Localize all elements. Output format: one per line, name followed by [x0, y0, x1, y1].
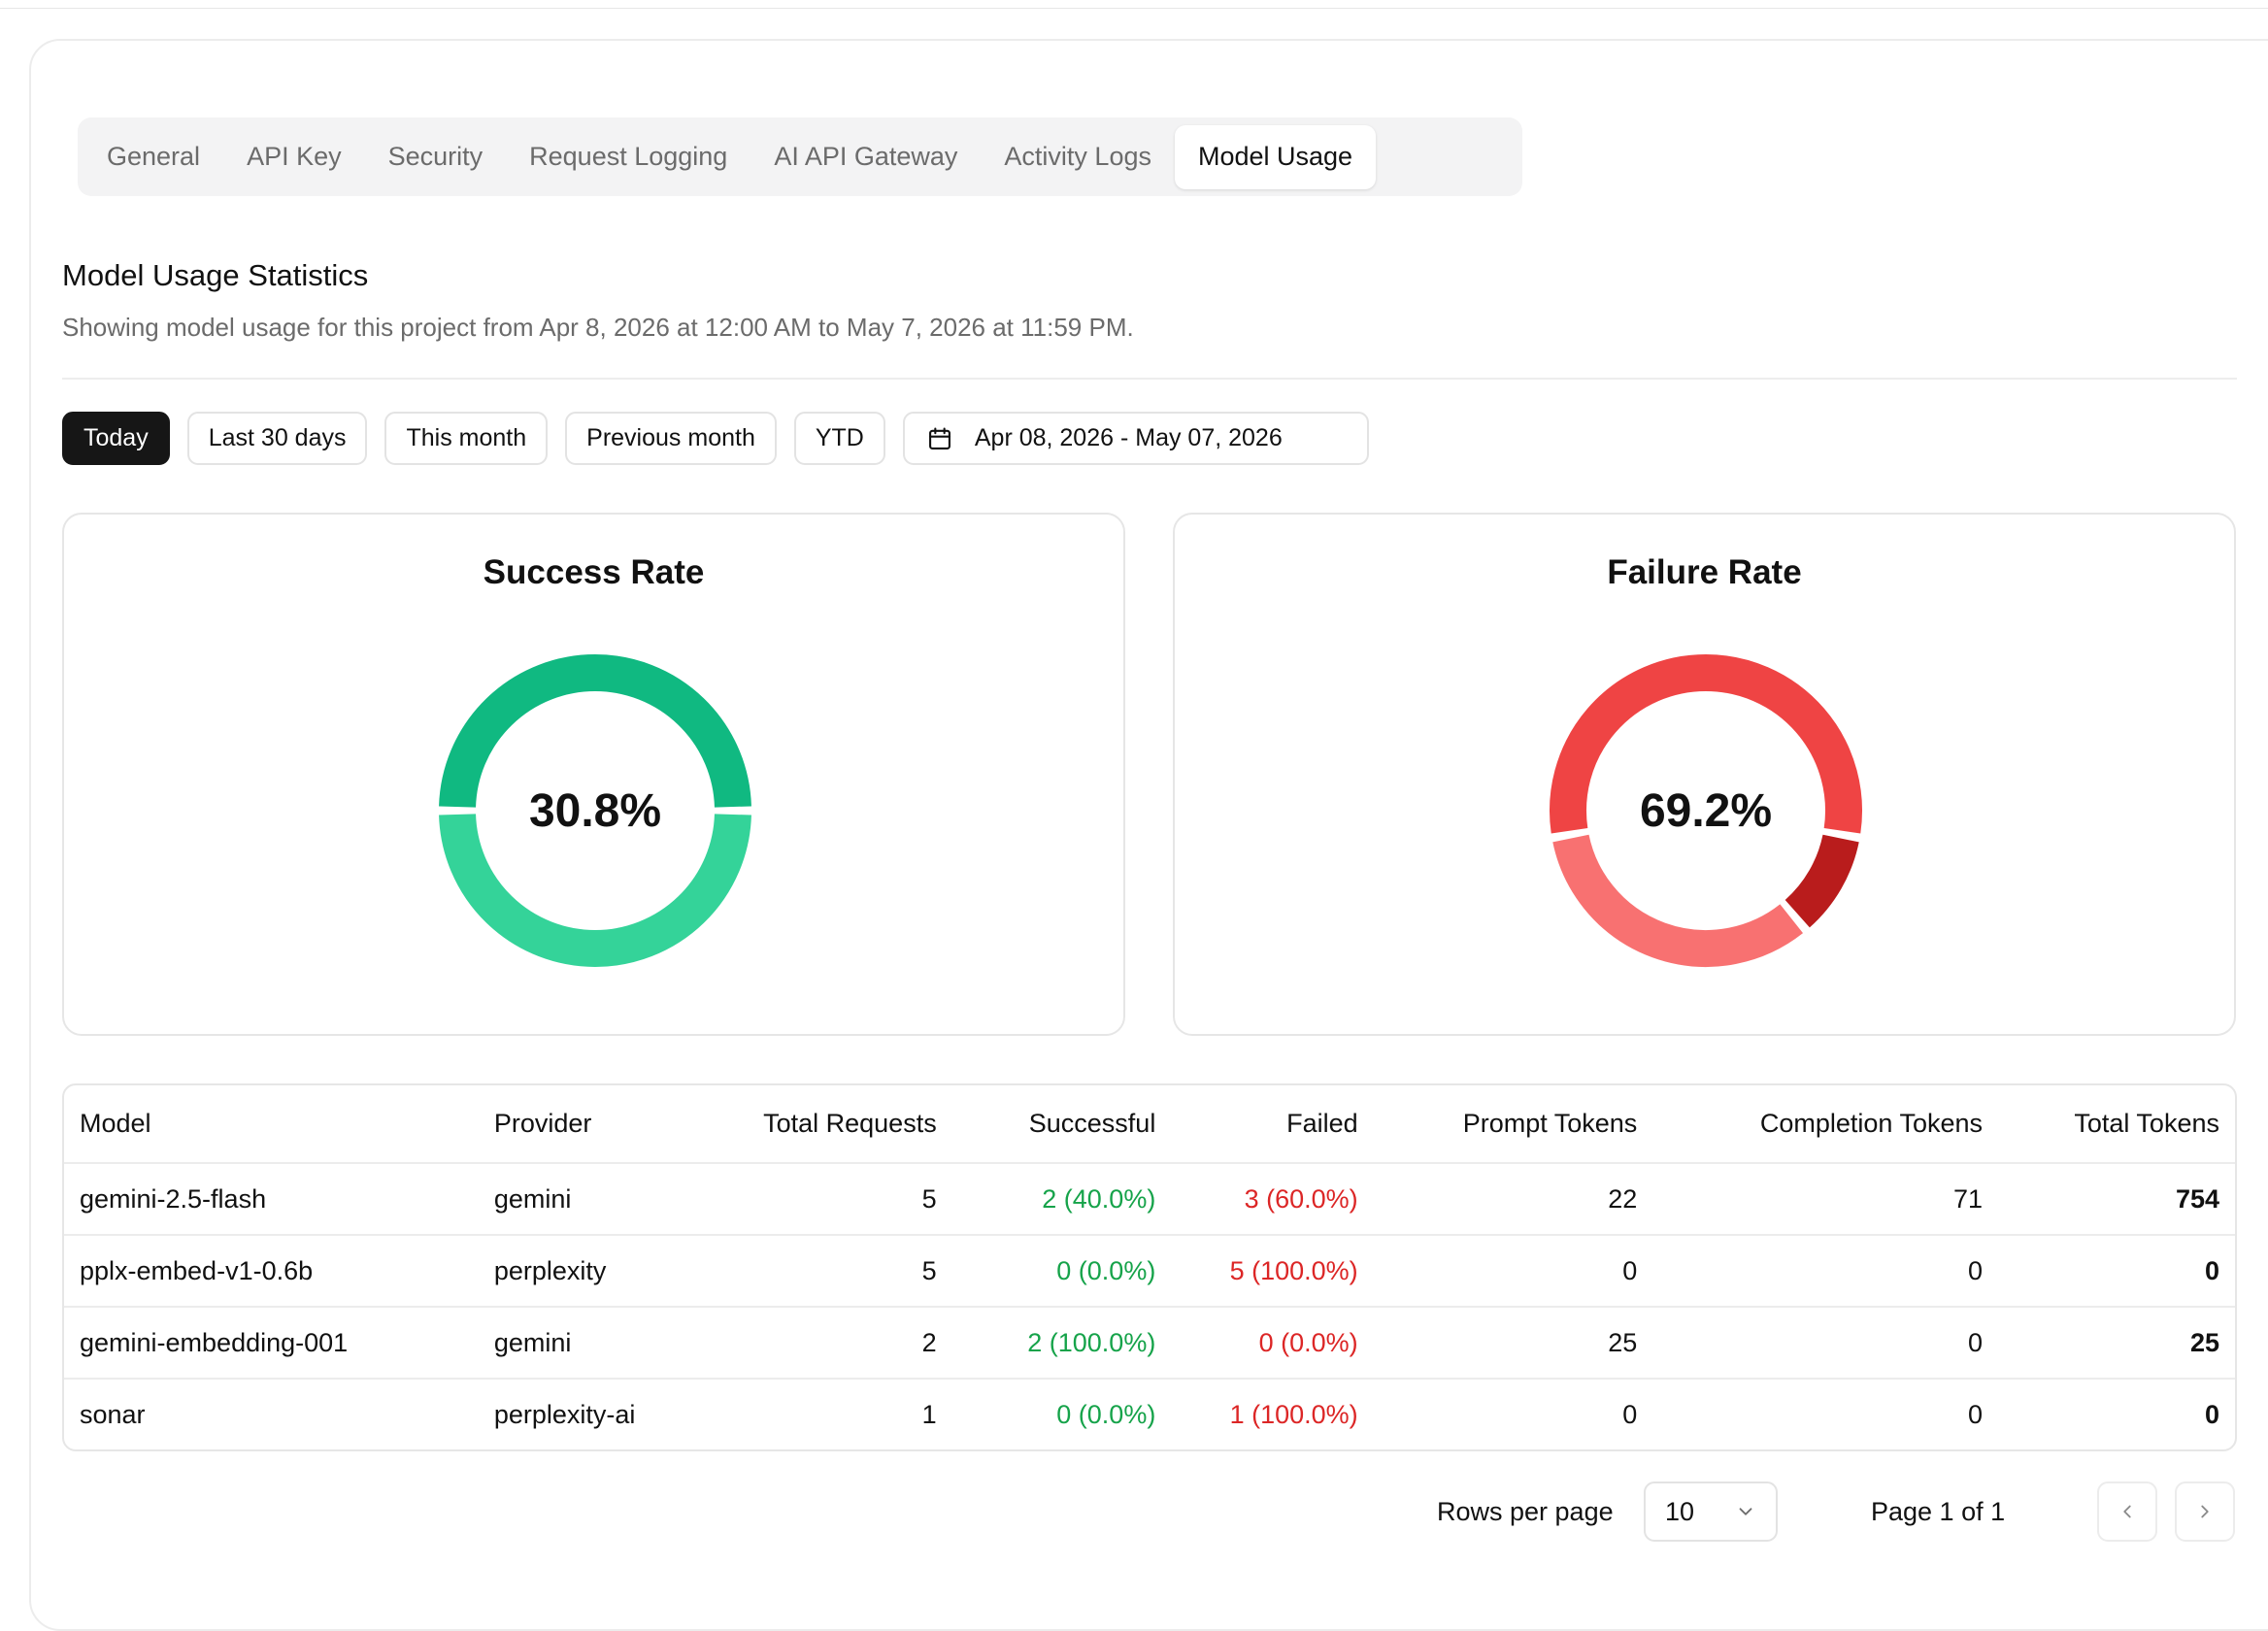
cell-total-requests: 5 — [715, 1234, 952, 1307]
model-usage-table: Model Provider Total Requests Successful… — [62, 1083, 2237, 1451]
tab-model-usage[interactable]: Model Usage — [1174, 124, 1377, 189]
filter-ytd-button[interactable]: YTD — [793, 412, 885, 465]
col-prompt-tokens[interactable]: Prompt Tokens — [1462, 1109, 1638, 1138]
page-title: Model Usage Statistics — [62, 258, 369, 292]
cell-failed: 0 (0.0%) — [1171, 1306, 1374, 1379]
rows-per-page-value: 10 — [1665, 1496, 1695, 1526]
donut-slice-gemini-2.5-flash[interactable] — [1552, 834, 1803, 967]
failure-rate-donut — [1550, 654, 1862, 967]
donut-slice-gemini-2.5-flash[interactable] — [439, 654, 751, 808]
filter-last-30-days-button[interactable]: Last 30 days — [186, 412, 368, 465]
cell-successful: 0 (0.0%) — [951, 1378, 1172, 1449]
table-row: gemini-2.5-flash gemini 5 2 (40.0%) 3 (6… — [64, 1162, 2235, 1235]
cell-successful: 0 (0.0%) — [951, 1234, 1172, 1307]
top-divider — [0, 8, 2268, 9]
tab-security[interactable]: Security — [387, 142, 484, 171]
pagination: Rows per page 10 Page 1 of 1 — [62, 1481, 2237, 1542]
filter-previous-month-button[interactable]: Previous month — [565, 412, 777, 465]
tab-ai-api-gateway[interactable]: AI API Gateway — [774, 142, 958, 171]
cell-total-requests: 2 — [715, 1306, 952, 1379]
col-total-tokens[interactable]: Total Tokens — [2074, 1109, 2219, 1138]
tab-request-logging[interactable]: Request Logging — [529, 142, 728, 171]
col-model[interactable]: Model — [80, 1109, 151, 1138]
rows-per-page-label: Rows per page — [1437, 1497, 1614, 1526]
cell-model: sonar — [64, 1378, 479, 1449]
success-rate-title: Success Rate — [483, 553, 705, 591]
cell-prompt-tokens: 0 — [1373, 1234, 1653, 1307]
tab-api-key[interactable]: API Key — [247, 142, 342, 171]
section-divider — [62, 378, 2237, 380]
cell-failed: 3 (60.0%) — [1171, 1162, 1374, 1235]
col-total-requests[interactable]: Total Requests — [763, 1109, 937, 1138]
col-failed[interactable]: Failed — [1286, 1109, 1358, 1138]
calendar-icon — [928, 426, 951, 449]
table-row: pplx-embed-v1-0.6b perplexity 5 0 (0.0%)… — [64, 1234, 2235, 1307]
chevron-down-icon — [1739, 1508, 1752, 1515]
cell-provider: perplexity — [478, 1234, 716, 1307]
rows-per-page-select[interactable]: 10 — [1644, 1481, 1778, 1542]
chevron-left-icon — [2123, 1505, 2131, 1518]
previous-page-button[interactable] — [2097, 1481, 2157, 1542]
cell-total-tokens: 754 — [1998, 1162, 2235, 1235]
cell-total-tokens: 0 — [1998, 1234, 2235, 1307]
cell-model: gemini-embedding-001 — [64, 1306, 479, 1379]
main-content: General API Key Security Request Logging… — [62, 0, 2237, 1567]
chevron-right-icon — [2201, 1505, 2209, 1518]
cell-total-tokens: 25 — [1998, 1306, 2235, 1379]
date-range-text: Apr 08, 2026 - May 07, 2026 — [974, 424, 1283, 451]
cell-provider: gemini — [478, 1162, 716, 1235]
cell-model: gemini-2.5-flash — [64, 1162, 479, 1235]
next-page-button[interactable] — [2175, 1481, 2235, 1542]
tab-general[interactable]: General — [107, 142, 201, 171]
cell-completion-tokens: 0 — [1652, 1306, 1999, 1379]
success-rate-card: Success Rate 30.8% — [62, 513, 1125, 1036]
failure-rate-title: Failure Rate — [1607, 553, 1802, 591]
failure-rate-card: Failure Rate 69.2% — [1173, 513, 2236, 1036]
donut-slice-pplx-embed-v1-0.6b[interactable] — [1550, 654, 1862, 834]
page-subtitle: Showing model usage for this project fro… — [62, 313, 1134, 342]
tab-bar: General API Key Security Request Logging… — [78, 117, 1522, 196]
cell-provider: gemini — [478, 1306, 716, 1379]
success-rate-donut — [439, 654, 751, 967]
filter-today-button[interactable]: Today — [62, 412, 170, 465]
failure-rate-value: 69.2% — [1639, 784, 1773, 837]
cell-provider: perplexity-ai — [478, 1378, 716, 1449]
cell-model: pplx-embed-v1-0.6b — [64, 1234, 479, 1307]
cell-total-requests: 1 — [715, 1378, 952, 1449]
cell-prompt-tokens: 22 — [1373, 1162, 1653, 1235]
filter-this-month-button[interactable]: This month — [384, 412, 549, 465]
donut-slice-gemini-embedding-001[interactable] — [439, 814, 751, 967]
table-header-row: Model Provider Total Requests Successful… — [64, 1085, 2235, 1163]
col-successful[interactable]: Successful — [1028, 1109, 1156, 1138]
cell-completion-tokens: 0 — [1652, 1234, 1999, 1307]
page-indicator: Page 1 of 1 — [1871, 1497, 2006, 1526]
donut-slice-sonar[interactable] — [1784, 834, 1859, 928]
col-completion-tokens[interactable]: Completion Tokens — [1759, 1109, 1984, 1138]
cell-successful: 2 (40.0%) — [951, 1162, 1172, 1235]
cell-failed: 1 (100.0%) — [1171, 1378, 1374, 1449]
date-filters: Today Last 30 days This month Previous m… — [62, 412, 1369, 465]
cell-total-tokens: 0 — [1998, 1378, 2235, 1449]
cell-prompt-tokens: 0 — [1373, 1378, 1653, 1449]
table-row: gemini-embedding-001 gemini 2 2 (100.0%)… — [64, 1306, 2235, 1379]
tab-activity-logs[interactable]: Activity Logs — [1004, 142, 1151, 171]
cell-failed: 5 (100.0%) — [1171, 1234, 1374, 1307]
cell-successful: 2 (100.0%) — [951, 1306, 1172, 1379]
success-rate-value: 30.8% — [528, 784, 662, 837]
cell-completion-tokens: 71 — [1652, 1162, 1999, 1235]
table-row: sonar perplexity-ai 1 0 (0.0%) 1 (100.0%… — [64, 1378, 2235, 1449]
cell-completion-tokens: 0 — [1652, 1378, 1999, 1449]
cell-total-requests: 5 — [715, 1162, 952, 1235]
col-provider[interactable]: Provider — [493, 1109, 592, 1138]
date-range-picker[interactable]: Apr 08, 2026 - May 07, 2026 — [902, 412, 1369, 465]
cell-prompt-tokens: 25 — [1373, 1306, 1653, 1379]
